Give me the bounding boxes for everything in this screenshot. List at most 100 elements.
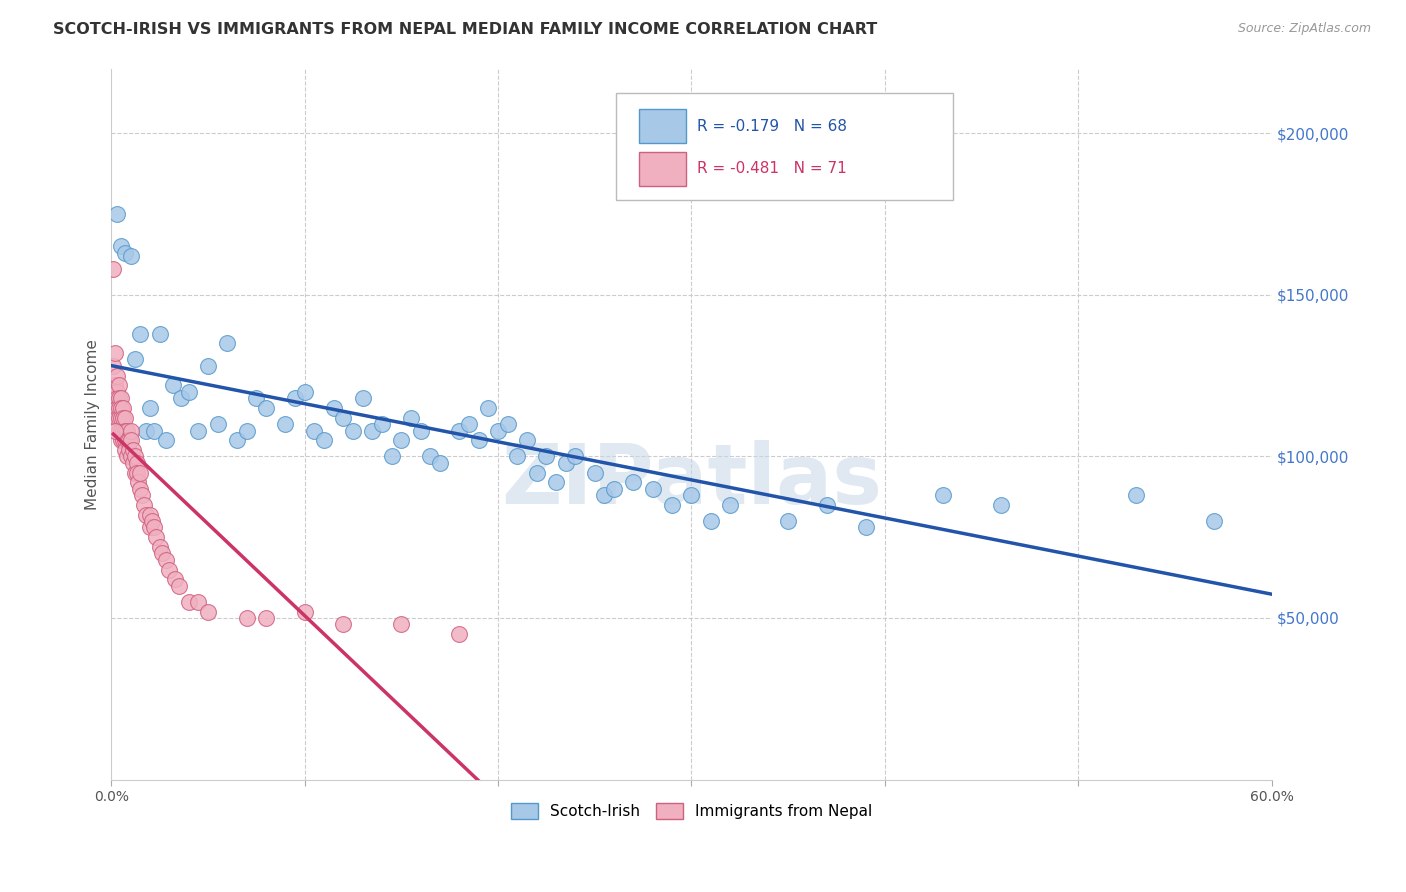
- Point: [718, 498, 741, 512]
- Text: ZIPatlas: ZIPatlas: [501, 441, 882, 522]
- Point: [127, 475, 149, 490]
- Point: [391, 617, 413, 632]
- Point: [114, 434, 136, 448]
- Point: [603, 482, 626, 496]
- Point: [135, 424, 157, 438]
- Point: [170, 391, 193, 405]
- Point: [419, 450, 441, 464]
- Point: [641, 482, 664, 496]
- Point: [342, 424, 364, 438]
- Point: [103, 261, 125, 276]
- Point: [120, 249, 142, 263]
- Point: [135, 508, 157, 522]
- Point: [449, 627, 471, 641]
- Point: [254, 401, 277, 415]
- Point: [332, 410, 354, 425]
- Point: [162, 378, 184, 392]
- Point: [361, 424, 384, 438]
- Point: [1202, 514, 1225, 528]
- Point: [145, 530, 167, 544]
- Point: [155, 553, 177, 567]
- Point: [114, 410, 136, 425]
- Point: [429, 456, 451, 470]
- Point: [139, 520, 162, 534]
- Point: [121, 456, 143, 470]
- Point: [103, 384, 125, 399]
- Point: [526, 466, 548, 480]
- Point: [187, 595, 209, 609]
- Point: [449, 424, 471, 438]
- Text: R = -0.481   N = 71: R = -0.481 N = 71: [697, 161, 846, 177]
- Point: [165, 572, 187, 586]
- Point: [105, 391, 128, 405]
- Point: [149, 540, 172, 554]
- Point: [115, 434, 138, 448]
- Point: [226, 434, 249, 448]
- Point: [207, 417, 229, 431]
- Point: [120, 434, 142, 448]
- Point: [142, 520, 165, 534]
- Point: [1125, 488, 1147, 502]
- FancyBboxPatch shape: [640, 152, 686, 186]
- Point: [110, 424, 132, 438]
- Point: [409, 424, 432, 438]
- Point: [108, 391, 131, 405]
- Point: [120, 424, 142, 438]
- Point: [115, 424, 138, 438]
- Point: [110, 434, 132, 448]
- Point: [332, 617, 354, 632]
- Point: [115, 450, 138, 464]
- Point: [125, 456, 148, 470]
- Point: [371, 417, 394, 431]
- Point: [108, 401, 131, 415]
- Point: [124, 450, 146, 464]
- Point: [105, 368, 128, 383]
- Point: [778, 514, 800, 528]
- Point: [167, 579, 190, 593]
- Point: [322, 401, 344, 415]
- Point: [486, 424, 509, 438]
- Point: [304, 424, 326, 438]
- Point: [245, 391, 267, 405]
- Point: [108, 424, 131, 438]
- Point: [111, 410, 134, 425]
- Point: [496, 417, 519, 431]
- Point: [177, 384, 200, 399]
- Text: Source: ZipAtlas.com: Source: ZipAtlas.com: [1237, 22, 1371, 36]
- Point: [932, 488, 955, 502]
- Point: [554, 456, 576, 470]
- Point: [129, 326, 152, 341]
- Point: [105, 384, 128, 399]
- Point: [352, 391, 374, 405]
- Point: [125, 466, 148, 480]
- Point: [131, 488, 153, 502]
- Point: [105, 401, 128, 415]
- Point: [236, 424, 259, 438]
- Point: [139, 401, 162, 415]
- Text: R = -0.179   N = 68: R = -0.179 N = 68: [697, 119, 848, 134]
- Point: [157, 562, 180, 576]
- Point: [108, 378, 131, 392]
- Point: [110, 410, 132, 425]
- Point: [124, 352, 146, 367]
- Point: [990, 498, 1012, 512]
- Point: [516, 434, 538, 448]
- FancyBboxPatch shape: [640, 109, 686, 144]
- Point: [177, 595, 200, 609]
- Point: [104, 378, 127, 392]
- Point: [468, 434, 491, 448]
- Point: [120, 450, 142, 464]
- Point: [197, 605, 219, 619]
- Point: [114, 442, 136, 457]
- Point: [314, 434, 336, 448]
- Point: [536, 450, 558, 464]
- Point: [111, 424, 134, 438]
- Point: [661, 498, 683, 512]
- Point: [103, 359, 125, 373]
- Point: [121, 442, 143, 457]
- Point: [294, 384, 316, 399]
- Point: [284, 391, 307, 405]
- Point: [111, 401, 134, 415]
- Point: [815, 498, 838, 512]
- Point: [118, 434, 141, 448]
